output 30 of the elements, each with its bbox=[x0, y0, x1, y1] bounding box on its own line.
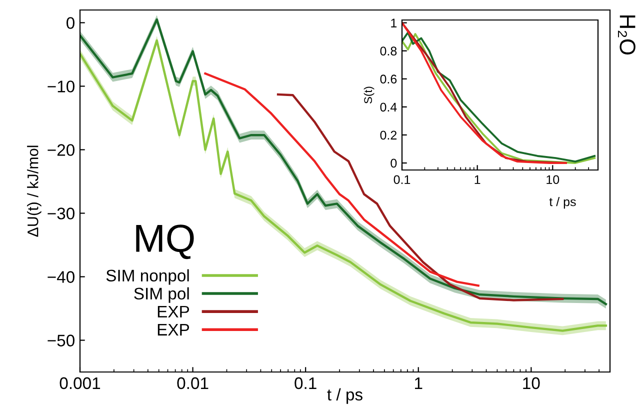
x-tick-label: 0.1 bbox=[294, 377, 316, 390]
y-tick-label: −30 bbox=[48, 208, 74, 220]
legend-label: EXP bbox=[158, 324, 190, 336]
y-tick-label: 1 bbox=[391, 18, 397, 28]
x-tick-label: 10 bbox=[523, 377, 540, 390]
y-tick-label: −20 bbox=[48, 144, 74, 156]
x-axis-title: t / ps bbox=[549, 197, 576, 209]
y-tick-label: 0.4 bbox=[380, 102, 397, 112]
y-tick-label: −10 bbox=[48, 80, 74, 92]
x-tick-label: 0.01 bbox=[177, 377, 208, 390]
text: H₂O bbox=[618, 15, 636, 55]
legend-label: SIM pol bbox=[134, 287, 189, 303]
y-tick-label: 0.6 bbox=[380, 74, 397, 84]
x-axis-title: t / ps bbox=[327, 388, 362, 404]
y-tick-label: 0.2 bbox=[380, 130, 397, 140]
x-tick-label: 1 bbox=[415, 377, 422, 389]
y-tick-label: −40 bbox=[48, 271, 74, 283]
legend-label: EXP bbox=[158, 306, 190, 318]
x-tick-label: 10 bbox=[546, 175, 560, 184]
x-tick-label: 0.001 bbox=[60, 377, 100, 390]
y-tick-label: 0 bbox=[390, 158, 397, 168]
x-tick-label: 1 bbox=[474, 175, 480, 184]
y-tick-label: 0.8 bbox=[380, 46, 397, 56]
legend-label: SIM nonpol bbox=[106, 269, 189, 285]
y-tick-label: −50 bbox=[48, 334, 74, 346]
y-tick-label: 0 bbox=[66, 17, 74, 29]
x-tick-label: 0.1 bbox=[394, 175, 410, 184]
y-axis-title: ΔU(t) / kJ/mol bbox=[27, 146, 42, 237]
y-axis-title: S(t) bbox=[364, 86, 374, 104]
annotation: MQ bbox=[136, 224, 194, 260]
